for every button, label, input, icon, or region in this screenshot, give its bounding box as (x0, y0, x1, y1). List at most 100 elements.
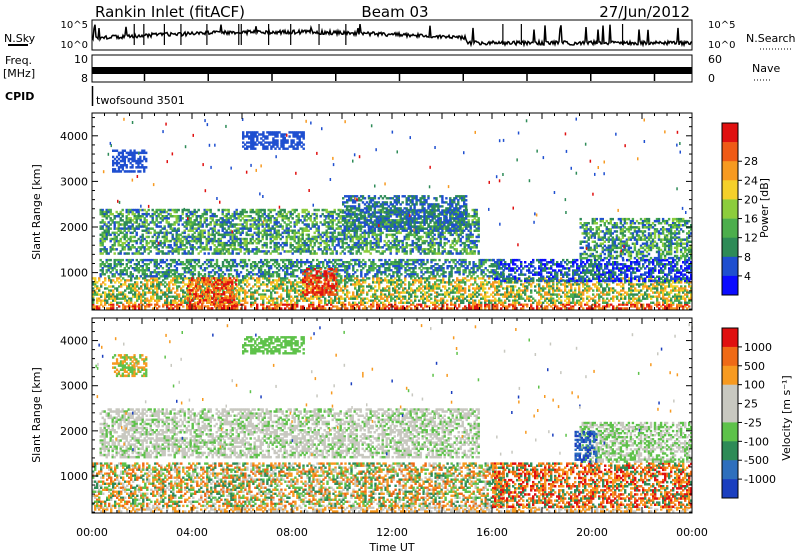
data-cell (570, 293, 573, 296)
data-cell (254, 291, 257, 294)
data-cell (574, 287, 577, 290)
data-cell (174, 279, 177, 282)
data-cell (524, 291, 527, 294)
data-cell (184, 299, 187, 302)
data-cell (506, 285, 509, 288)
data-cell (676, 297, 679, 300)
data-cell (666, 281, 669, 284)
data-cell (156, 281, 159, 284)
data-cell (142, 289, 145, 292)
data-cell (440, 297, 443, 300)
data-cell (330, 303, 333, 306)
data-cell (338, 283, 341, 286)
data-cell (362, 303, 365, 306)
data-cell (424, 293, 427, 296)
data-cell (364, 265, 367, 268)
data-cell (390, 279, 393, 282)
data-cell (304, 291, 307, 294)
data-cell (166, 295, 169, 298)
data-cell (104, 287, 107, 290)
data-cell (610, 303, 613, 306)
data-cell (446, 258, 449, 262)
data-cell (666, 285, 669, 288)
data-cell (344, 287, 347, 290)
data-cell (140, 293, 143, 296)
data-cell (124, 279, 127, 282)
data-cell (204, 287, 207, 290)
data-cell (184, 301, 187, 304)
data-cell (578, 303, 581, 306)
data-cell (260, 295, 263, 298)
data-cell (254, 289, 257, 292)
data-cell (670, 301, 673, 304)
data-cell (174, 301, 177, 304)
data-cell (338, 295, 341, 298)
data-cell (116, 277, 119, 280)
data-cell (268, 299, 271, 302)
data-cell (636, 289, 639, 292)
data-cell (108, 285, 111, 288)
data-cell (586, 289, 589, 292)
data-cell (512, 285, 515, 288)
data-cell (474, 287, 477, 290)
data-cell (119, 258, 122, 262)
data-cell (570, 285, 573, 288)
data-cell (636, 293, 639, 296)
data-cell (424, 279, 427, 282)
data-cell (564, 283, 567, 286)
data-cell (442, 299, 445, 302)
data-cell (124, 295, 127, 298)
data-cell (98, 305, 101, 308)
data-cell (216, 303, 219, 306)
data-cell (568, 289, 571, 292)
data-cell (406, 301, 409, 304)
data-cell (264, 307, 267, 310)
data-cell (116, 297, 119, 300)
data-cell (630, 281, 633, 284)
data-cell (156, 277, 159, 280)
data-cell (360, 279, 363, 282)
data-cell (670, 289, 673, 292)
nsearch-tick-top: 10^5 (708, 20, 735, 31)
data-cell (140, 307, 143, 310)
data-cell (239, 250, 242, 253)
data-cell (672, 281, 675, 284)
data-cell (530, 305, 533, 308)
data-cell (684, 297, 687, 300)
data-cell (566, 291, 569, 294)
data-cell (266, 297, 269, 300)
data-cell (420, 279, 423, 282)
data-cell (442, 305, 445, 308)
data-cell (116, 303, 119, 306)
data-cell (182, 281, 185, 284)
data-cell (358, 295, 361, 298)
data-cell (122, 295, 125, 298)
data-cell (202, 285, 205, 288)
data-cell (688, 301, 691, 304)
data-cell (644, 283, 647, 286)
data-cell (172, 277, 175, 280)
data-cell (642, 293, 645, 296)
data-cell (378, 305, 381, 308)
data-cell (518, 293, 521, 296)
data-cell (131, 275, 134, 278)
data-cell (612, 297, 615, 300)
data-cell (428, 305, 431, 308)
data-cell (446, 291, 449, 294)
data-cell (678, 305, 681, 308)
data-cell (372, 258, 375, 262)
data-cell (160, 291, 163, 294)
data-cell (542, 287, 545, 290)
data-cell (632, 283, 635, 286)
data-cell (452, 295, 455, 298)
data-cell (300, 305, 303, 308)
data-cell (428, 281, 431, 284)
data-cell (624, 291, 627, 294)
data-cell (278, 295, 281, 298)
data-cell (650, 305, 653, 308)
data-cell (444, 281, 447, 284)
data-cell (426, 277, 429, 280)
data-cell (259, 258, 263, 262)
data-cell (169, 265, 173, 268)
data-cell (656, 281, 659, 284)
